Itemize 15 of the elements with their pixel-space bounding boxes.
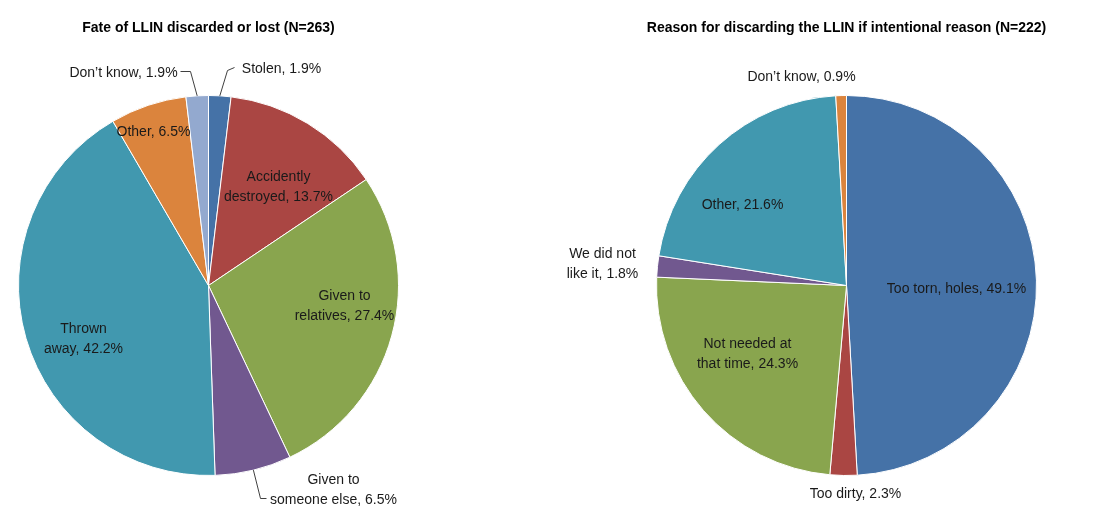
slice-label: Given to someone else, 6.5%	[270, 470, 397, 507]
slice-label: Other, 6.5%	[116, 122, 191, 139]
slice-label: Too dirty, 2.3%	[809, 484, 902, 501]
slice-label: Don’t know, 1.9%	[69, 63, 178, 80]
slice-label: Accidently destroyed, 13.7%	[224, 167, 333, 204]
slice-label: Too torn, holes, 49.1%	[886, 279, 1027, 296]
slice-label: Thrown away, 42.2%	[43, 319, 124, 356]
chart-title: Reason for discarding the LLIN if intentional reason (N=222)	[646, 18, 1047, 35]
slice-label: We did not like it, 1.8%	[566, 244, 639, 281]
slice-label: Not needed at that time, 24.3%	[696, 334, 799, 371]
slice-label: Don’t know, 0.9%	[747, 67, 856, 84]
slice-label: Given to relatives, 27.4%	[294, 286, 395, 323]
chart-title: Fate of LLIN discarded or lost (N=263)	[82, 18, 335, 35]
slice-label: Other, 21.6%	[701, 195, 784, 212]
slice-label: Stolen, 1.9%	[241, 59, 322, 76]
